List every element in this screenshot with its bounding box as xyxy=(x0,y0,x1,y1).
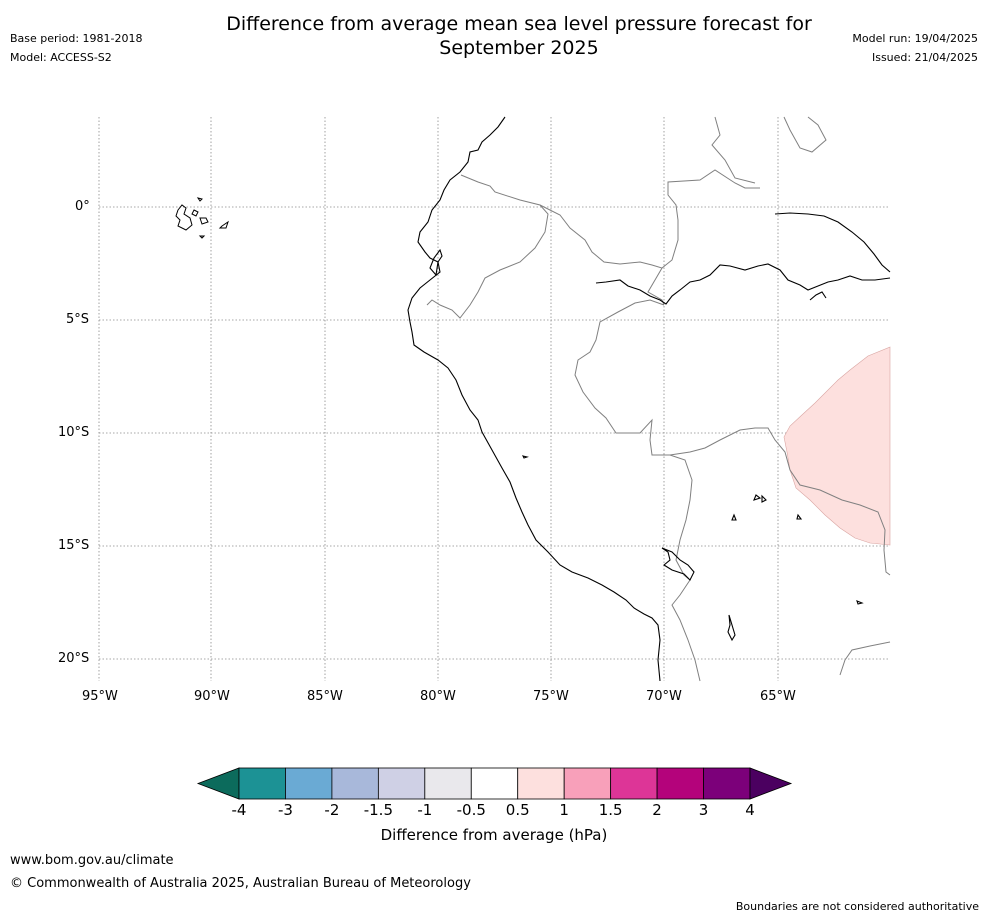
country-borders xyxy=(426,116,891,682)
coastlines xyxy=(407,116,891,682)
colorbar-tick-label: -1.5 xyxy=(363,801,393,819)
boundaries-disclaimer: Boundaries are not considered authoritat… xyxy=(735,900,979,913)
colorbar-label: Difference from average (hPa) xyxy=(380,826,608,844)
lat-label-10s: 10°S xyxy=(58,425,90,440)
issued-date: Issued: 21/04/2025 xyxy=(871,51,978,64)
colorbar-extend-low xyxy=(196,767,240,800)
lon-label-90w: 90°W xyxy=(194,689,230,704)
colorbar-tick-label: 1.5 xyxy=(598,801,623,819)
colorbar-segment xyxy=(610,767,658,800)
galapagos-islands xyxy=(175,197,229,239)
copyright-text: © Commonwealth of Australia 2025, Austra… xyxy=(10,876,471,891)
colorbar-tick-label: 4 xyxy=(745,801,755,819)
colorbar-tick-label: 1 xyxy=(559,801,569,819)
colorbar-tick-label: -4 xyxy=(231,801,247,819)
lon-label-70w: 70°W xyxy=(646,689,682,704)
colorbar-segment xyxy=(703,767,751,800)
colorbar-segment xyxy=(563,767,612,800)
colorbar-segment xyxy=(238,767,286,800)
title-line-2: September 2025 xyxy=(439,37,599,59)
colorbar-segment xyxy=(285,767,333,800)
colorbar-tick-label: -3 xyxy=(277,801,293,819)
colorbar-segment xyxy=(470,767,519,800)
colorbar-tick-label: -0.5 xyxy=(456,801,486,819)
colorbar-segment xyxy=(331,767,379,800)
lat-label-20s: 20°S xyxy=(58,651,90,666)
colorbar-segment xyxy=(424,767,472,800)
chart-title: Difference from average mean sea level p… xyxy=(0,12,988,60)
colorbar-segment xyxy=(377,767,426,800)
website-link[interactable]: www.bom.gov.au/climate xyxy=(10,853,174,868)
lat-label-5s: 5°S xyxy=(66,312,90,327)
lon-label-80w: 80°W xyxy=(420,689,456,704)
anomaly-region-0-5-to-1 xyxy=(783,346,891,546)
colorbar-tick-label: 2 xyxy=(652,801,662,819)
lon-label-95w: 95°W xyxy=(82,689,118,704)
colorbar-extend-high xyxy=(749,767,793,800)
lat-label-0: 0° xyxy=(75,199,90,214)
lon-label-65w: 65°W xyxy=(760,689,796,704)
title-line-1: Difference from average mean sea level p… xyxy=(226,13,812,35)
base-period: Base period: 1981-2018 xyxy=(10,32,143,45)
colorbar-segment xyxy=(656,767,704,800)
colorbar-tick-label: -2 xyxy=(324,801,340,819)
colorbar-segment xyxy=(517,767,565,800)
lon-label-75w: 75°W xyxy=(533,689,569,704)
model-name: Model: ACCESS-S2 xyxy=(10,51,112,64)
graticule xyxy=(98,117,890,681)
lon-label-85w: 85°W xyxy=(307,689,343,704)
colorbar-tick-label: 3 xyxy=(698,801,709,819)
model-run: Model run: 19/04/2025 xyxy=(852,32,978,45)
colorbar-tick-label: -1 xyxy=(417,801,433,819)
lat-label-15s: 15°S xyxy=(58,538,90,553)
colorbar-tick-label: 0.5 xyxy=(505,801,530,819)
